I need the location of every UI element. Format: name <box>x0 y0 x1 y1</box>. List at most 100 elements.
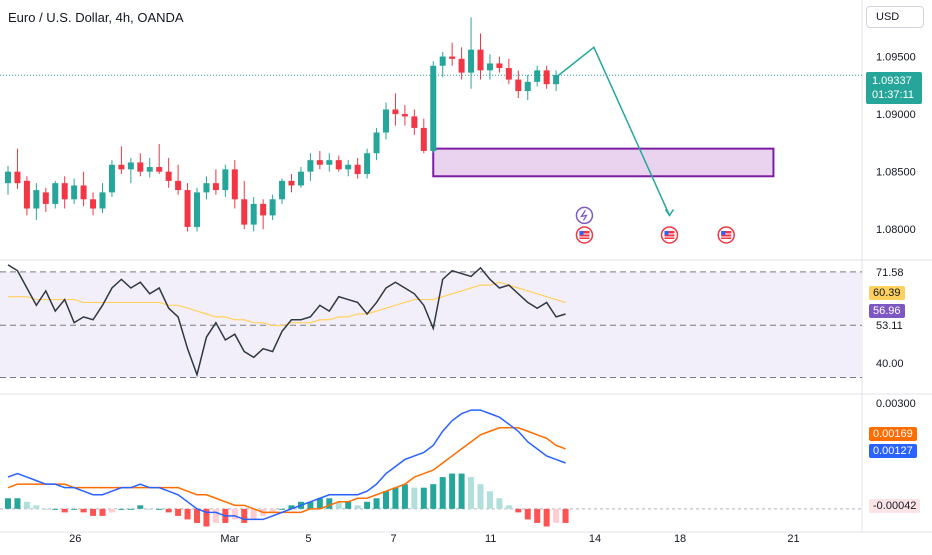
macd-histogram-bar <box>231 508 238 520</box>
candle-body <box>439 56 446 66</box>
macd-histogram-bar <box>80 508 87 513</box>
candle-body <box>260 203 267 216</box>
macd-hist-badge: -0.00042 <box>869 499 921 513</box>
candle-body <box>392 109 399 115</box>
candle-body <box>5 171 11 184</box>
chart-title: Euro / U.S. Dollar, 4h, OANDA <box>8 10 184 25</box>
candle-body <box>297 171 304 186</box>
last-price-badge: 1.09337 01:37:11 <box>866 72 922 104</box>
candle-body <box>99 192 106 209</box>
supply-demand-zone <box>432 147 775 178</box>
macd-histogram-bar <box>175 508 182 516</box>
candle-body <box>118 164 125 170</box>
candle-body <box>52 183 59 204</box>
macd-histogram-bar <box>269 508 276 513</box>
candle-body <box>486 63 493 71</box>
macd-histogram-bar <box>411 487 418 509</box>
macd-histogram-bar <box>146 508 153 510</box>
price-tick-label: 1.08500 <box>876 167 916 179</box>
flag-stripes <box>721 230 732 239</box>
candle-body <box>269 199 276 216</box>
flag-canton <box>664 230 669 235</box>
macd-histogram-bar <box>14 498 21 509</box>
time-tick-label: 26 <box>69 533 81 545</box>
candle-body <box>33 190 40 209</box>
macd-histogram-bar <box>108 508 115 513</box>
macd-histogram-bar <box>430 484 437 509</box>
candle-body <box>477 49 484 71</box>
macd-histogram-bar <box>137 505 144 509</box>
candle-body <box>127 162 134 170</box>
macd-histogram-bar <box>212 508 219 523</box>
candle-body <box>430 65 437 151</box>
candle-body <box>458 58 465 73</box>
macd-histogram-bar <box>458 473 465 509</box>
candle-body <box>515 79 522 92</box>
candle-body <box>184 190 191 227</box>
currency-selector[interactable]: USD <box>866 6 924 28</box>
rsi-line <box>7 264 566 378</box>
macd-histogram-bar <box>383 491 389 509</box>
macd-histogram-bar <box>486 491 493 509</box>
projection-path <box>555 46 671 216</box>
time-tick-label: 18 <box>674 533 686 545</box>
macd-histogram-bar <box>401 484 408 509</box>
candle-body <box>61 183 68 200</box>
macd-histogram-bar <box>5 498 11 509</box>
macd-signal-badge: 0.00169 <box>869 427 917 441</box>
candle-body <box>288 180 295 186</box>
price-tick-label: 1.08000 <box>876 224 916 236</box>
candle-body <box>316 160 323 165</box>
macd-histogram-bar <box>127 508 134 510</box>
candle-body <box>203 183 210 193</box>
macd-histogram-bar <box>250 508 257 520</box>
rsi-value-badge: 56.96 <box>869 304 905 318</box>
candle-body <box>534 70 541 82</box>
macd-histogram-bar <box>354 505 361 509</box>
macd-histogram-bar <box>23 501 30 509</box>
candle-body <box>411 116 418 128</box>
macd-histogram-bar <box>477 484 484 509</box>
flag-canton <box>579 230 584 235</box>
macd-histogram-bar <box>241 508 248 523</box>
macd-histogram-bar <box>288 505 295 509</box>
macd-histogram-bar <box>33 505 40 509</box>
macd-histogram-bar <box>194 508 200 523</box>
macd-histogram-bar <box>52 508 59 510</box>
candle-body <box>524 81 531 92</box>
macd-histogram-bar <box>392 487 399 509</box>
time-tick-label: 14 <box>589 533 601 545</box>
candle-body <box>279 180 286 200</box>
candle-body <box>354 164 361 174</box>
flag-stripes <box>664 230 675 239</box>
time-tick-label: Mar <box>220 533 239 545</box>
macd-histogram-bar <box>534 508 541 523</box>
candle-body <box>23 180 30 209</box>
time-tick-label: 11 <box>485 533 496 545</box>
candle-body <box>250 203 257 225</box>
macd-histogram-bar <box>439 477 446 509</box>
candle-body <box>449 56 456 59</box>
candle-body <box>364 153 371 174</box>
candle-body <box>553 74 560 85</box>
macd-histogram-bar <box>307 501 314 509</box>
candle-body <box>383 109 389 133</box>
candle-body <box>241 199 248 225</box>
candle-body <box>156 167 163 172</box>
candle-body <box>90 199 97 209</box>
flag-canton <box>721 230 726 235</box>
macd-histogram-bar <box>515 508 522 513</box>
macd-histogram-bar <box>326 498 333 509</box>
rsi-ma-line <box>8 281 566 327</box>
macd-tick-label: 0.00300 <box>876 398 916 410</box>
candle-body <box>222 169 229 191</box>
time-tick-label: 5 <box>305 533 311 545</box>
candle-body <box>326 160 333 165</box>
candle-body <box>137 162 144 172</box>
macd-histogram-bar <box>505 505 512 509</box>
price-tick-label: 1.09000 <box>876 109 916 121</box>
macd-histogram-bar <box>90 508 97 516</box>
lightning-bolt <box>580 210 588 221</box>
macd-histogram-bar <box>316 498 323 509</box>
